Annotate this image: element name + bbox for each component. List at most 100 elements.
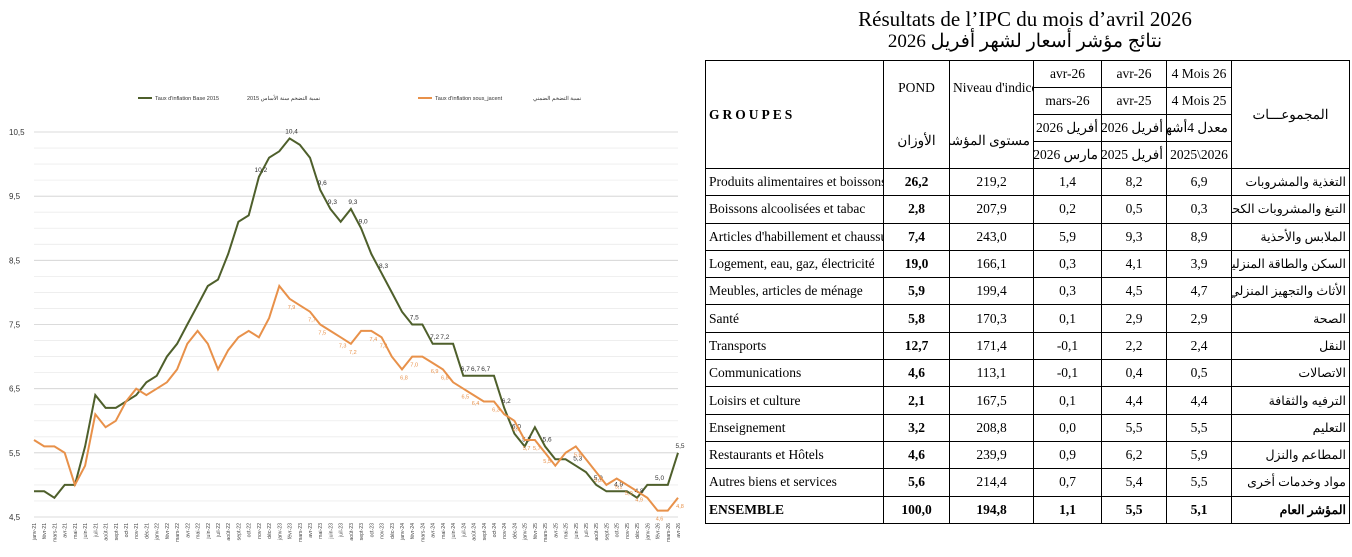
table-row: Transports 12,7 171,4 -0,1 2,2 2,4 النقل [705,331,1350,361]
x-tick-label: janv-21 [32,523,38,541]
x-tick-label: juin-21 [83,523,89,540]
x-tick-label: août-23 [349,523,355,541]
x-tick-label: janv-25 [523,523,529,541]
x-tick-label: mars-23 [298,523,304,542]
x-tick-label: mai-21 [73,523,79,539]
var-annual: 5,5 [1101,495,1167,524]
data-label: 7,0 [410,363,418,369]
table-row: Articles d'habillement et chaussures7,42… [705,222,1350,251]
ipc-results-table: GROUPES POND Niveau d'indice avr-26 avr-… [705,60,1350,524]
col2-top: avr-26 [1101,60,1167,88]
niveau-header: Niveau d'indice [949,60,1034,115]
data-label: 5,6 [543,436,552,443]
data-label: 10,4 [285,128,298,135]
var-monthly: -0,1 [1033,359,1102,388]
data-label: 6,7 [471,366,480,373]
data-label: 5,7 [533,446,541,452]
table-row: Santé 5,8 170,3 0,1 2,9 2,9 الصحة [705,304,1350,333]
group-name: Enseignement [705,413,884,442]
x-tick-label: mai-23 [318,523,324,539]
y-tick-label: 7,5 [9,321,21,330]
group-name: Produits alimentaires et boissons [705,167,884,197]
series-line-1 [34,137,679,500]
group-name: Communications [705,359,884,388]
var-4months: 5,5 [1166,413,1232,442]
data-label: 7,4 [370,337,378,343]
x-tick-label: oct-24 [492,523,498,538]
x-tick-label: févr-22 [165,523,171,539]
x-tick-label: juin-25 [574,523,580,540]
x-tick-label: déc-24 [512,523,518,539]
chart-legend: Taux d'inflation Base 2015 نسبة التضخم سن… [138,93,582,102]
data-label: 7,5 [410,315,419,322]
x-tick-label: juil-25 [584,523,590,538]
data-label: 7,7 [308,318,316,324]
y-tick-label: 9,5 [9,192,21,201]
data-label: 7,5 [318,331,326,337]
x-axis-ticks: janv-21 févr-21 mars-21 avr-21 mai-21 juin-21… [32,523,682,542]
pond-value: 5,6 [883,468,950,497]
var-monthly: 0,9 [1033,440,1102,470]
x-tick-label: mars-25 [543,523,549,542]
group-name: Autres biens et services [705,468,884,497]
series-line-2 [33,283,679,512]
pond-value: 4,6 [883,359,950,388]
x-tick-label: oct-23 [369,523,375,538]
group-name-ar: التعليم [1231,413,1350,442]
x-tick-label: juil-21 [93,523,99,538]
data-label: 5,0 [655,475,664,482]
table-row: Boissons alcoolisées et tabac 2,8 207,9 0,2… [705,195,1350,224]
niveau-value: 171,4 [949,331,1034,361]
pond-value: 26,2 [883,167,950,197]
data-label: 9,3 [348,199,357,206]
var-annual: 0,5 [1101,195,1167,224]
x-tick-label: mars-21 [52,523,58,542]
var-annual: 9,3 [1101,222,1167,251]
var-4months: 5,5 [1166,468,1232,497]
x-tick-label: janv-23 [277,523,283,541]
col1-ar1: أفريل 2026 [1033,114,1102,142]
y-axis-ticks: 10,5 9,5 8,5 7,5 6,5 5,5 4,5 [9,128,25,522]
data-label: 4,9 [614,481,623,488]
y-tick-label: 6,5 [9,385,21,394]
chart-grid [34,131,678,518]
x-tick-label: août-24 [472,523,478,541]
data-label: 5,0 [625,491,633,497]
data-label: 4,6 [656,517,664,523]
table-row: Autres biens et services 5,6 214,4 0,7 5,4 5,… [705,468,1350,497]
group-name-ar: الملابس والأحذية [1231,222,1350,251]
var-4months: 4,7 [1166,277,1232,306]
data-label: 10,2 [255,167,268,174]
x-tick-label: août-25 [594,523,600,541]
x-tick-label: nov-22 [257,523,263,539]
group-name-ar: التغذية والمشروبات [1231,167,1350,197]
x-tick-label: mars-22 [175,523,181,542]
var-4months: 5,1 [1166,495,1232,524]
y-tick-label: 8,5 [9,256,21,265]
data-label: 6,7 [461,366,470,373]
col3-top: 4 Mois 26 [1166,60,1232,88]
legend-label-ar-1: نسبة التضخم سنة الأساس 2015 [247,93,321,102]
x-tick-label: févr-23 [288,523,294,539]
var-4months: 2,4 [1166,331,1232,361]
pond-value: 100,0 [883,495,950,524]
x-tick-label: nov-23 [380,523,386,539]
x-tick-label: juin-23 [328,523,334,540]
x-tick-label: mars-24 [420,523,426,542]
data-label: 6,0 [513,427,521,433]
niveau-value: 113,1 [949,359,1034,388]
pond-value: 7,4 [883,222,950,251]
col2-ar2: أفريل 2025 [1101,141,1167,169]
data-label: 5,7 [523,446,531,452]
var-annual: 5,4 [1101,468,1167,497]
var-4months: 8,9 [1166,222,1232,251]
col1-top: avr-26 [1033,60,1102,88]
x-tick-label: avr-26 [676,523,682,538]
group-name-ar: المؤشر العام [1231,495,1350,524]
data-label: 9,6 [318,180,327,187]
data-label: 4,8 [676,504,684,510]
group-name: Santé [705,304,884,333]
data-label: 6,9 [431,369,439,375]
title-arabic: نتائج مؤشر أسعار لشهر أفريل 2026 [887,31,1163,52]
x-tick-label: févr-24 [410,523,416,539]
